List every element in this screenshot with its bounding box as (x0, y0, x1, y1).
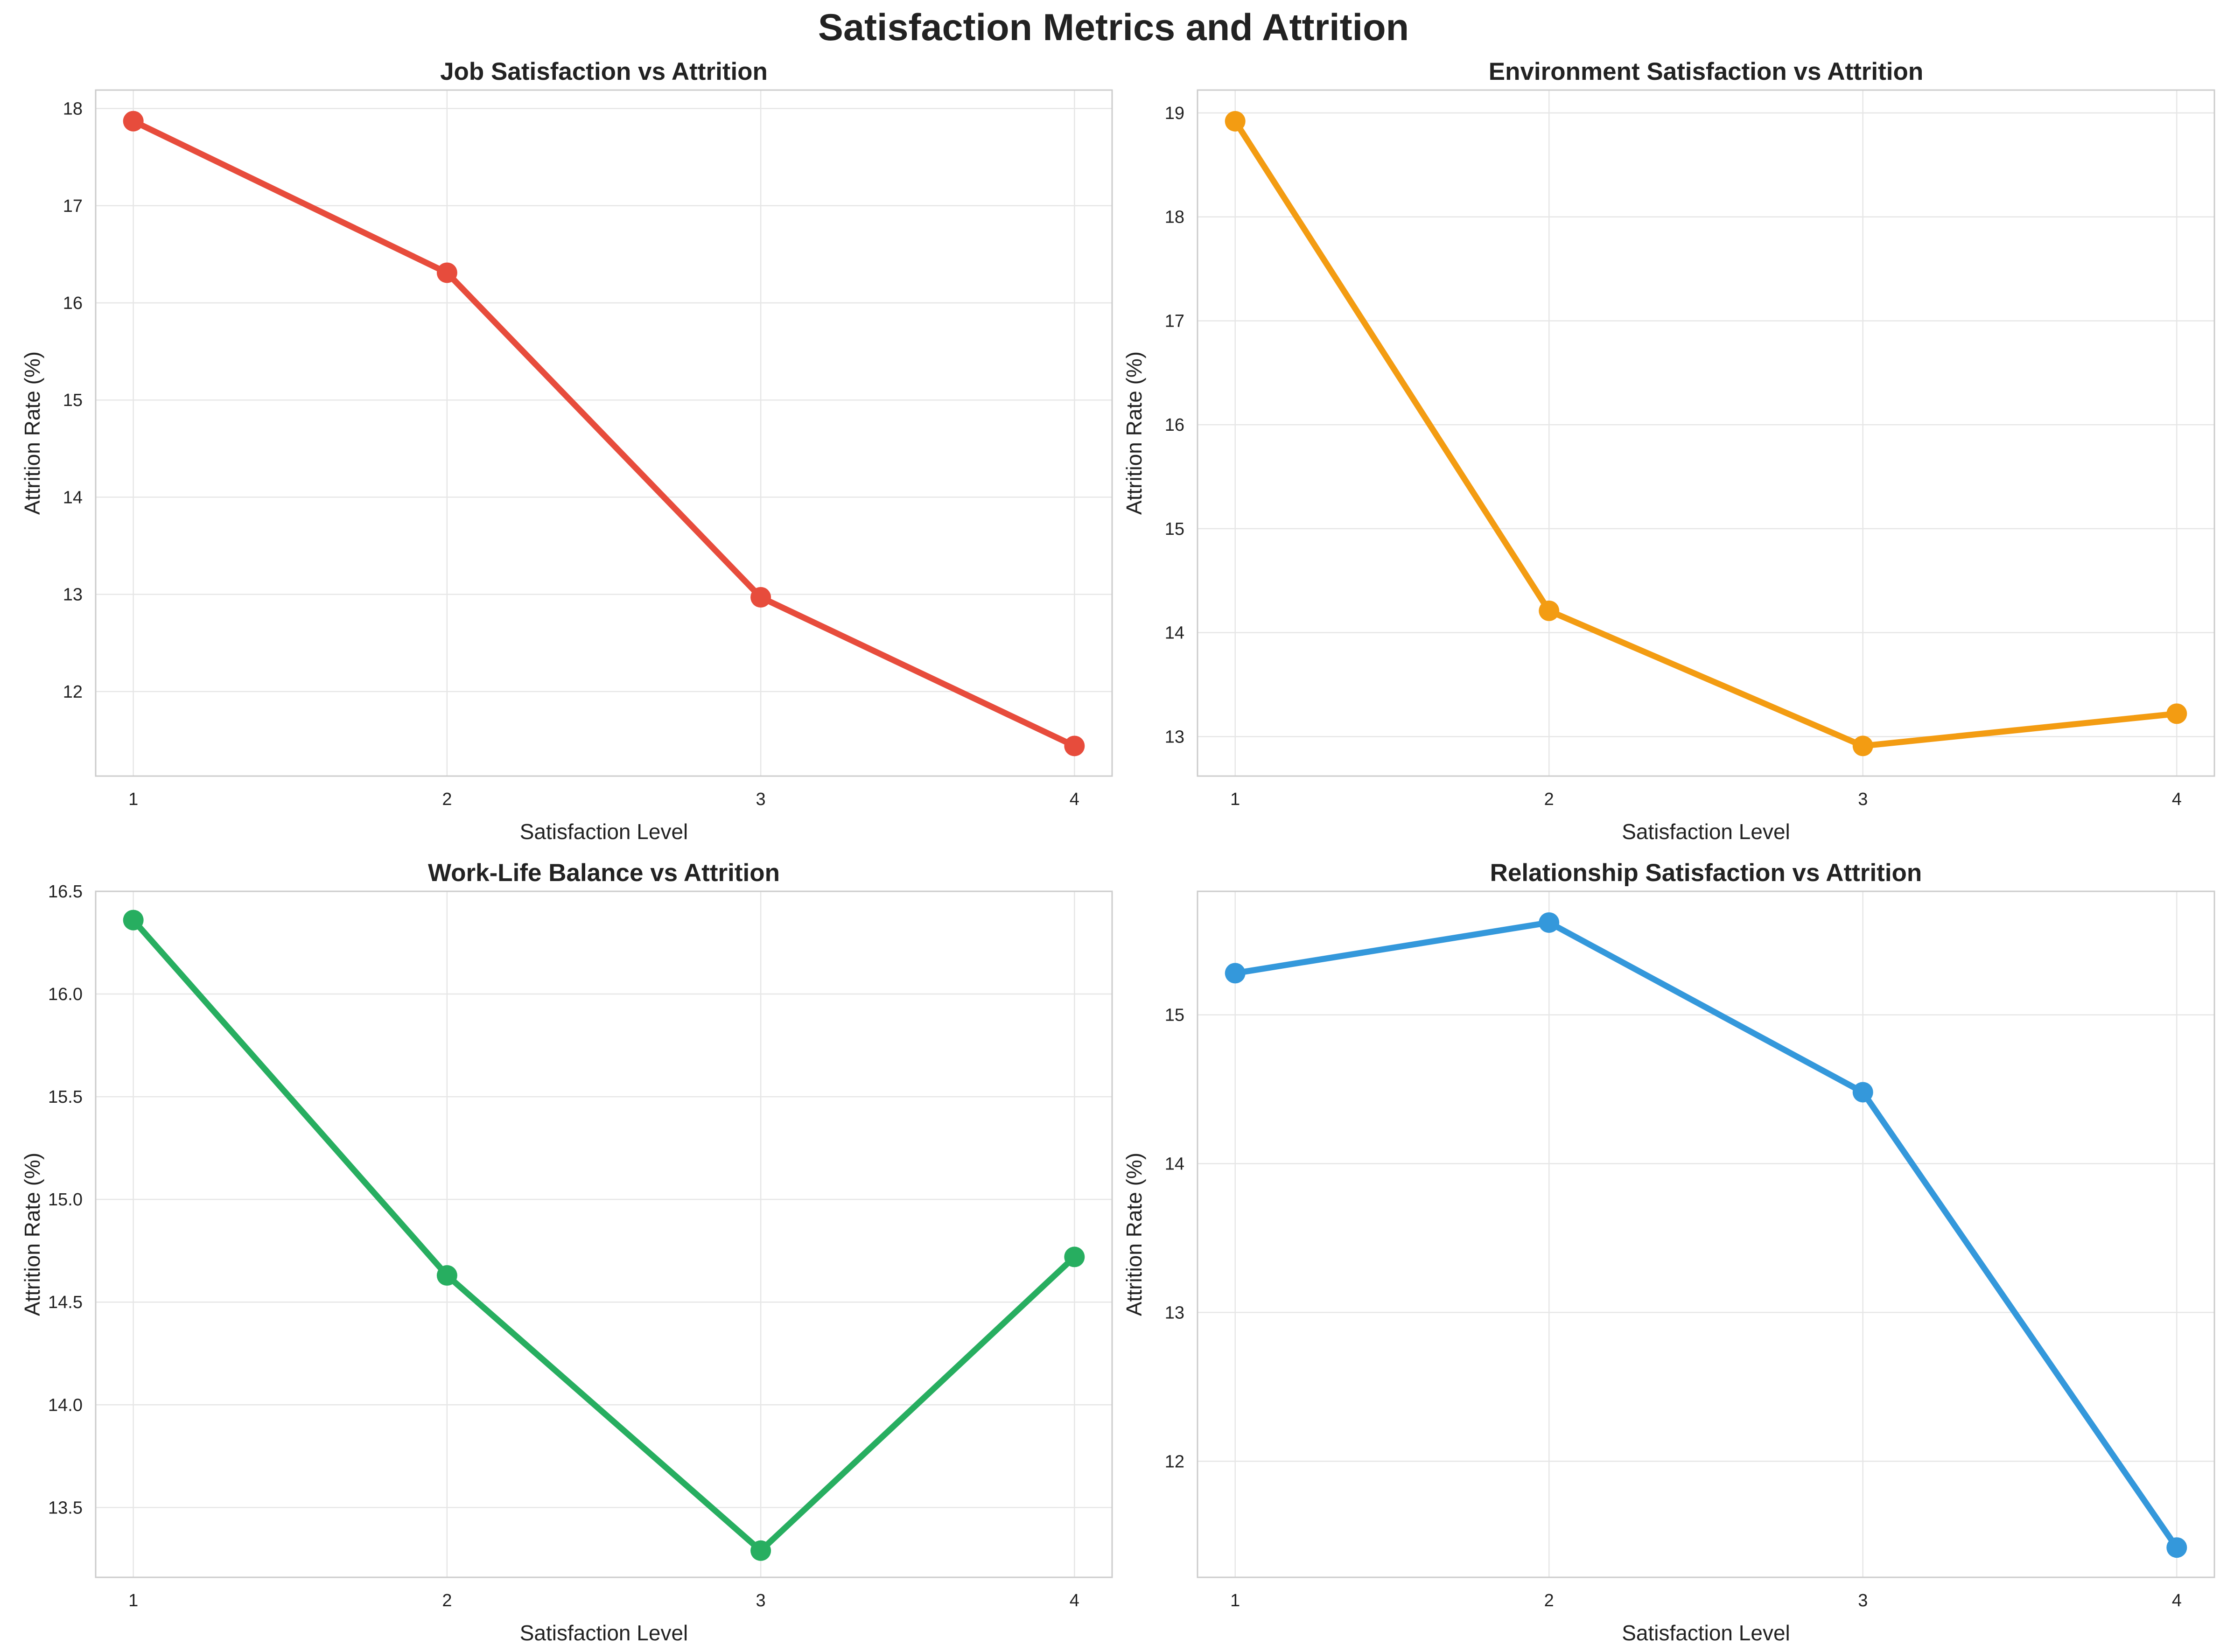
y-tick-label: 14 (1165, 623, 1184, 643)
y-tick-label: 15 (63, 391, 83, 410)
x-tick-label: 1 (1230, 1591, 1240, 1610)
y-tick-label: 18 (63, 99, 83, 119)
series-line (130, 118, 1078, 749)
x-tick-label: 2 (442, 790, 452, 809)
y-tick-label: 13.5 (48, 1498, 83, 1518)
x-tick-label: 3 (1858, 790, 1868, 809)
y-tick-label: 15 (1165, 1006, 1184, 1025)
figure-title: Satisfaction Metrics and Attrition (818, 7, 1409, 49)
data-point (750, 587, 771, 608)
y-tick-label: 13 (1165, 727, 1184, 747)
y-tick-label: 14 (1165, 1155, 1184, 1174)
x-tick-label: 4 (2172, 1591, 2182, 1610)
data-point (750, 1540, 771, 1561)
data-point (1852, 735, 1873, 756)
y-tick-label: 15 (1165, 519, 1184, 539)
y-tick-label: 16 (63, 294, 83, 313)
x-tick-label: 1 (128, 1591, 138, 1610)
chart-panel-2: 1 2 3 4 13 14 15 16 17 18 19 Environment Satisfacti… (1122, 58, 2215, 844)
x-tick-label: 4 (1070, 1591, 1079, 1610)
y-axis-label: Attrition Rate (%) (20, 351, 44, 515)
data-point (1852, 1082, 1873, 1103)
y-tick-label: 13 (1165, 1303, 1184, 1323)
data-point (1539, 912, 1560, 933)
x-tick-label: 3 (756, 790, 766, 809)
plot-frame (95, 89, 1113, 777)
y-tick-label: 15.5 (48, 1087, 83, 1107)
y-tick-label: 16.0 (48, 985, 83, 1004)
x-tick-label: 1 (1230, 790, 1240, 809)
x-axis-label: Satisfaction Level (1622, 819, 1790, 844)
data-point (436, 262, 457, 283)
x-tick-label: 3 (1858, 1591, 1868, 1610)
y-tick-label: 18 (1165, 208, 1184, 227)
data-point (2166, 1537, 2187, 1558)
series-line (1232, 919, 2180, 1551)
x-axis-label: Satisfaction Level (520, 1621, 688, 1645)
panel-title: Environment Satisfaction vs Attrition (1489, 58, 1924, 85)
panel-title: Work-Life Balance vs Attrition (428, 859, 780, 887)
y-tick-label: 16.5 (48, 882, 83, 902)
plot-frame (95, 890, 1113, 1578)
panel-title: Relationship Satisfaction vs Attrition (1490, 859, 1922, 887)
x-tick-label: 4 (1070, 790, 1079, 809)
x-tick-label: 4 (2172, 790, 2182, 809)
y-tick-label: 12 (1165, 1452, 1184, 1471)
data-point (1064, 735, 1085, 756)
y-tick-label: 12 (63, 682, 83, 702)
plot-frame (1197, 89, 2215, 777)
data-point (1225, 963, 1246, 984)
y-tick-label: 13 (63, 585, 83, 605)
data-point (1539, 600, 1560, 621)
plot-frame (1197, 890, 2215, 1578)
x-tick-label: 2 (1544, 1591, 1554, 1610)
y-tick-label: 19 (1165, 104, 1184, 123)
chart-panel-3: 1 2 3 4 13.5 14.0 14.5 15.0 15.5 16.0 16.5 Work-Lif… (20, 859, 1113, 1645)
x-axis-label: Satisfaction Level (520, 819, 688, 844)
y-tick-label: 15.0 (48, 1190, 83, 1210)
series-line (1232, 118, 2180, 749)
y-tick-label: 14.5 (48, 1293, 83, 1312)
y-axis-label: Attrition Rate (%) (1122, 1153, 1146, 1316)
x-tick-label: 2 (1544, 790, 1554, 809)
x-axis-label: Satisfaction Level (1622, 1621, 1790, 1645)
x-tick-label: 1 (128, 790, 138, 809)
data-point (1064, 1246, 1085, 1267)
data-point (2166, 703, 2187, 724)
panel-title: Job Satisfaction vs Attrition (440, 58, 768, 85)
data-point (123, 910, 144, 931)
y-tick-label: 17 (1165, 311, 1184, 331)
data-point (123, 111, 144, 132)
y-tick-label: 14.0 (48, 1395, 83, 1415)
data-point (1225, 111, 1246, 132)
y-axis-label: Attrition Rate (%) (20, 1153, 44, 1316)
y-tick-label: 16 (1165, 415, 1184, 435)
series-line (130, 917, 1078, 1554)
y-tick-label: 17 (63, 196, 83, 216)
x-tick-label: 2 (442, 1591, 452, 1610)
data-point (436, 1265, 457, 1286)
y-axis-label: Attrition Rate (%) (1122, 351, 1146, 515)
y-tick-label: 14 (63, 488, 83, 507)
x-tick-label: 3 (756, 1591, 766, 1610)
